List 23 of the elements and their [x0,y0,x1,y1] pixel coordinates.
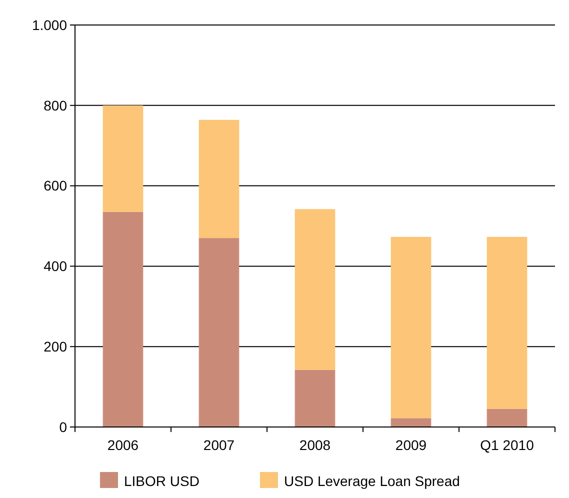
y-tick-label: 600 [44,178,68,194]
y-tick-label: 0 [59,418,68,435]
bar [390,418,432,427]
bar [390,236,432,418]
bar [486,236,528,409]
bar [486,408,528,427]
bar [102,105,144,212]
legend-label: USD Leverage Loan Spread [284,473,460,489]
x-tick-label: 2006 [107,437,139,453]
legend-label: LIBOR USD [124,473,200,489]
x-tick-label: 2008 [299,437,331,453]
y-tick-label: 400 [44,258,68,274]
bar [102,212,144,427]
bar [198,120,240,238]
y-tick-label: 1.000 [32,16,68,33]
bar [294,209,336,370]
x-tick-label: 2007 [203,437,235,453]
y-tick-label: 200 [44,338,68,354]
x-tick-label: Q1 2010 [480,437,534,453]
bar [198,238,240,427]
x-tick-label: 2009 [395,437,427,453]
y-tick-label: 800 [44,97,68,114]
bar [294,370,336,427]
